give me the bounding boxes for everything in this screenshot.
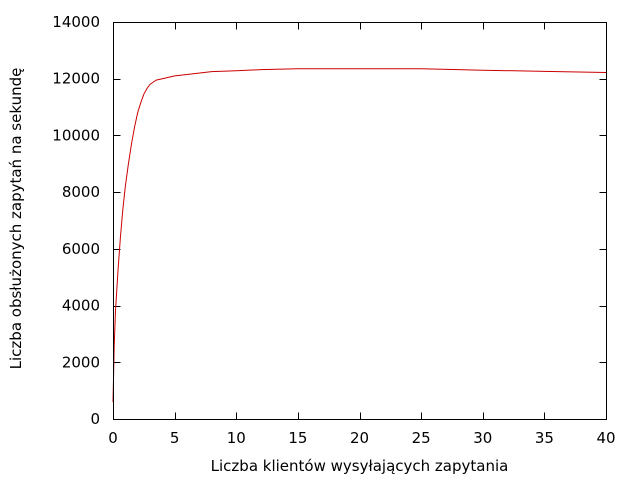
x-tick-label: 15 <box>288 429 307 447</box>
x-tick-label: 20 <box>350 429 369 447</box>
plot-frame <box>113 22 607 420</box>
y-tick-label: 6000 <box>62 240 100 258</box>
series-lines <box>112 68 607 403</box>
x-tick-label: 40 <box>596 429 615 447</box>
y-tick-label: 14000 <box>52 13 100 31</box>
y-tick-label: 12000 <box>52 70 100 88</box>
tick-labels: 0 5 10 15 20 25 30 35 40 0 2000 4000 6000 8000 10000 12… <box>52 13 615 447</box>
x-tick-label: 5 <box>170 429 180 447</box>
y-tick-label: 4000 <box>62 297 100 315</box>
y-axis-title: Liczba obsłużonych zapytań na sekundę <box>7 68 25 370</box>
x-tick-label: 35 <box>535 429 554 447</box>
x-tick-label: 30 <box>473 429 492 447</box>
x-tick-label: 0 <box>108 429 118 447</box>
x-tick-label: 10 <box>227 429 246 447</box>
y-tick-label: 10000 <box>52 126 100 144</box>
x-tick-label: 25 <box>412 429 431 447</box>
x-axis-title: Liczba klientów wysyłających zapytania <box>211 457 509 475</box>
y-tick-label: 2000 <box>62 353 100 371</box>
y-tick-label: 0 <box>90 410 100 428</box>
series-line <box>112 68 607 403</box>
y-tick-label: 8000 <box>62 183 100 201</box>
